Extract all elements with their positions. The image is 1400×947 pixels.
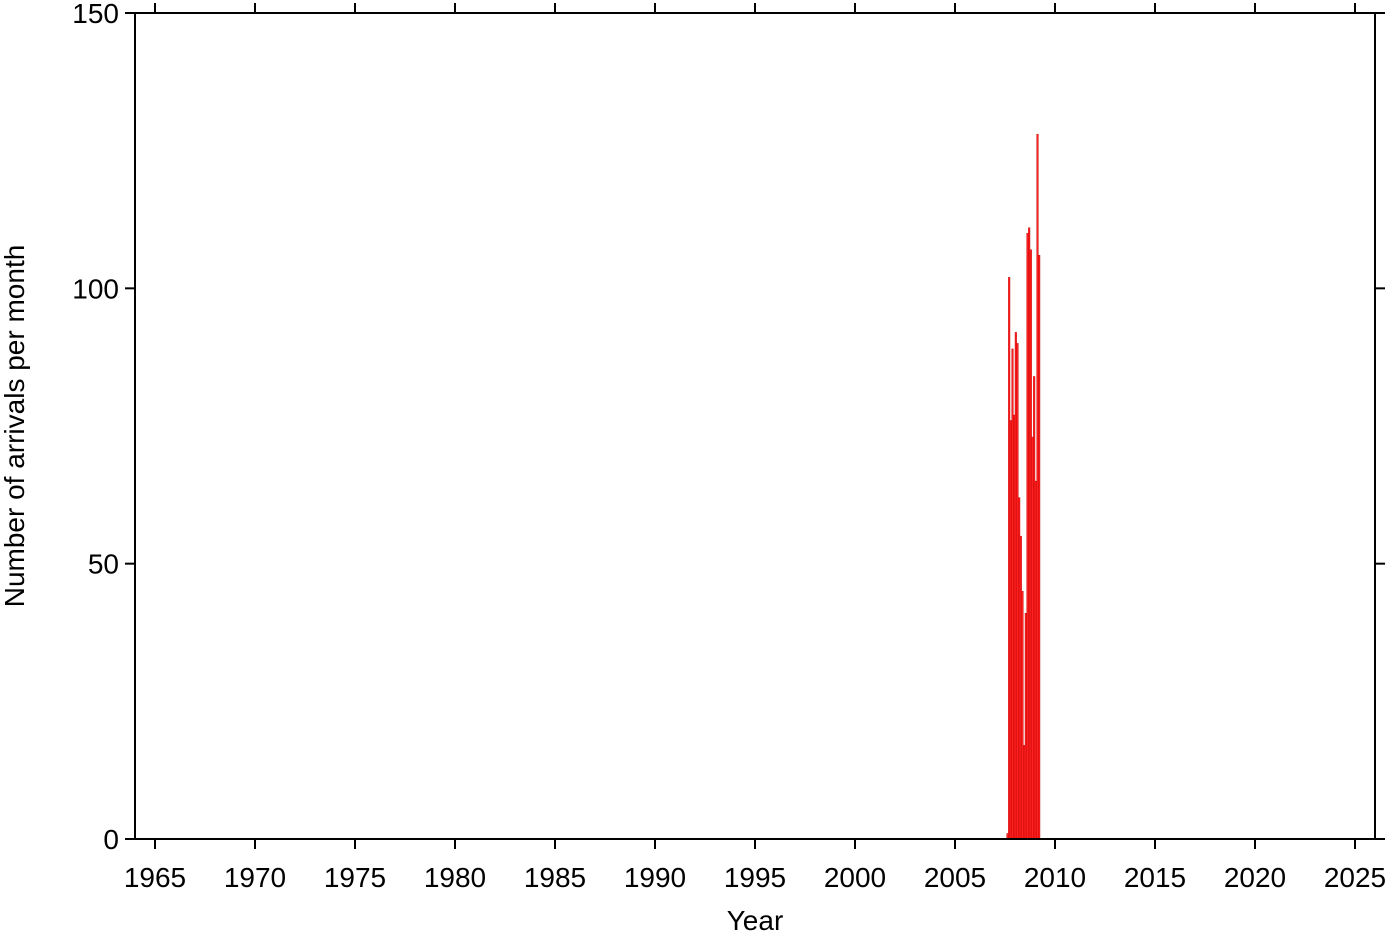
bar bbox=[1011, 348, 1014, 840]
y-axis-label: Number of arrivals per month bbox=[0, 245, 30, 608]
bar bbox=[1029, 249, 1032, 840]
x-tick-label: 1995 bbox=[724, 862, 786, 893]
bar bbox=[1033, 376, 1036, 840]
bar bbox=[1016, 343, 1019, 840]
bar bbox=[1024, 613, 1027, 840]
bar bbox=[1028, 227, 1031, 840]
bar bbox=[1018, 497, 1021, 840]
bar bbox=[1023, 745, 1026, 840]
x-tick-label: 2000 bbox=[824, 862, 886, 893]
bar bbox=[1034, 480, 1037, 840]
x-tick-label: 1965 bbox=[124, 862, 186, 893]
x-tick-label: 1970 bbox=[224, 862, 286, 893]
bar bbox=[1009, 420, 1012, 840]
y-tick-label: 50 bbox=[88, 549, 119, 580]
x-tick-label: 2010 bbox=[1024, 862, 1086, 893]
bar bbox=[1013, 414, 1016, 840]
x-tick-label: 2025 bbox=[1324, 862, 1386, 893]
bar bbox=[1019, 535, 1022, 840]
x-tick-label: 2020 bbox=[1224, 862, 1286, 893]
y-tick-label: 100 bbox=[72, 273, 119, 304]
bar bbox=[1021, 591, 1024, 840]
bar bbox=[1038, 255, 1041, 840]
bar bbox=[1008, 277, 1011, 840]
x-tick-label: 1990 bbox=[624, 862, 686, 893]
x-tick-label: 1980 bbox=[424, 862, 486, 893]
x-tick-label: 1975 bbox=[324, 862, 386, 893]
bar bbox=[1026, 233, 1029, 840]
x-tick-label: 2015 bbox=[1124, 862, 1186, 893]
plot-frame bbox=[134, 12, 1376, 840]
y-tick-label: 0 bbox=[103, 824, 119, 855]
y-tick-label: 150 bbox=[72, 0, 119, 29]
x-tick-label: 2005 bbox=[924, 862, 986, 893]
x-axis-label: Year bbox=[727, 905, 784, 936]
bar bbox=[1031, 436, 1034, 840]
bar bbox=[1014, 332, 1017, 840]
x-tick-label: 1985 bbox=[524, 862, 586, 893]
bar bbox=[1036, 133, 1039, 840]
